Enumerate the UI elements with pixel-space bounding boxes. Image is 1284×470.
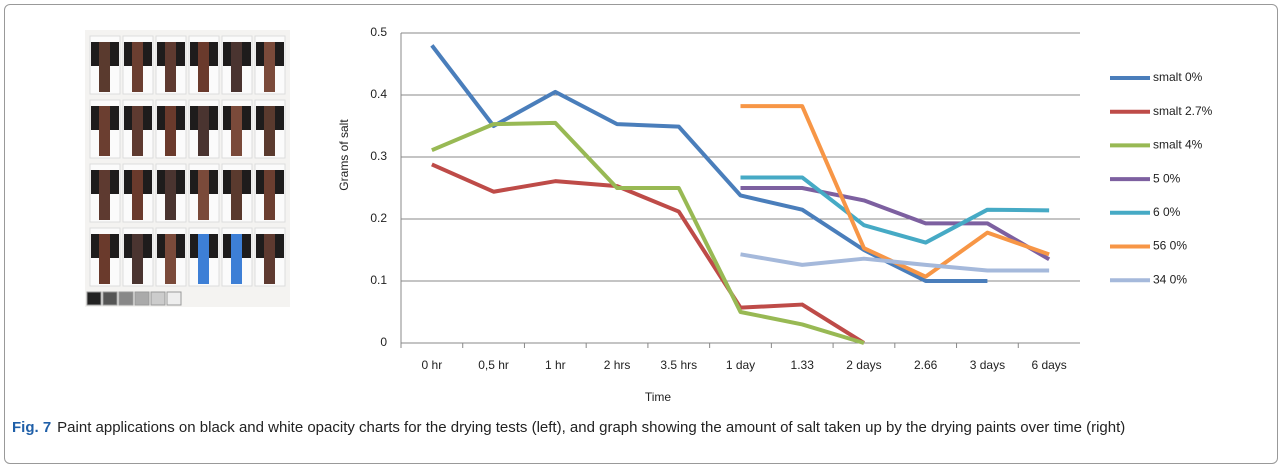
photo-strip xyxy=(264,42,275,92)
photo-grayscale xyxy=(119,292,133,305)
photo-strip xyxy=(231,234,242,284)
series-line xyxy=(741,254,1050,270)
legend-label: smalt 4% xyxy=(1153,138,1203,152)
photo-strip xyxy=(264,170,275,220)
x-tick-label: 3.5 hrs xyxy=(660,358,697,372)
series-line xyxy=(741,188,1050,259)
photo-strip xyxy=(198,234,209,284)
photo-strip xyxy=(264,234,275,284)
photo-strip xyxy=(99,234,110,284)
photo-strip xyxy=(198,170,209,220)
x-tick-label: 6 days xyxy=(1031,358,1066,372)
x-axis-label: Time xyxy=(645,390,672,404)
y-tick-label: 0.5 xyxy=(370,25,387,39)
x-tick-label: 2 days xyxy=(846,358,881,372)
x-tick-label: 0 hr xyxy=(422,358,443,372)
photo-strip xyxy=(165,170,176,220)
caption-label: Fig. 7 xyxy=(12,419,51,436)
y-tick-label: 0.3 xyxy=(370,149,387,163)
x-tick-label: 1 hr xyxy=(545,358,566,372)
legend-label: 34 0% xyxy=(1153,272,1187,286)
y-axis-label: Grams of salt xyxy=(337,119,351,191)
page: Grams of salt Time 0 0.1 0.2 0.3 0.4 0.5 0 hr 0… xyxy=(0,0,1284,470)
photo-strip xyxy=(231,42,242,92)
y-tick-label: 0.2 xyxy=(370,211,387,225)
x-tick-label: 1 day xyxy=(726,358,755,372)
photo-grayscale xyxy=(167,292,181,305)
photo-strip xyxy=(99,106,110,156)
photo-strip xyxy=(132,106,143,156)
y-tick-label: 0.1 xyxy=(370,273,387,287)
figure: Grams of salt Time 0 0.1 0.2 0.3 0.4 0.5 0 hr 0… xyxy=(0,0,1284,410)
photo-cards xyxy=(87,36,285,305)
legend-label: 56 0% xyxy=(1153,239,1187,253)
photo-strip xyxy=(132,42,143,92)
legend-label: smalt 2.7% xyxy=(1153,104,1213,118)
photo-strip xyxy=(165,106,176,156)
x-tick-label: 0,5 hr xyxy=(478,358,509,372)
series-line xyxy=(741,106,1050,277)
photo-strip xyxy=(198,42,209,92)
y-tick-label: 0.4 xyxy=(370,87,387,101)
legend-label: smalt 0% xyxy=(1153,70,1203,84)
x-tick-label: 2.66 xyxy=(914,358,938,372)
x-tick-label: 1.33 xyxy=(791,358,815,372)
series-line xyxy=(432,164,864,343)
photo-strip xyxy=(231,170,242,220)
x-tick-label: 3 days xyxy=(970,358,1005,372)
photo-strip xyxy=(132,234,143,284)
legend-label: 6 0% xyxy=(1153,205,1181,219)
photo-grayscale xyxy=(135,292,149,305)
photo-strip xyxy=(198,106,209,156)
photo-strip xyxy=(132,170,143,220)
photo-strip xyxy=(264,106,275,156)
photo-strip xyxy=(165,234,176,284)
photo-grayscale xyxy=(151,292,165,305)
photo-strip xyxy=(231,106,242,156)
legend-label: 5 0% xyxy=(1153,171,1181,185)
photo-grayscale xyxy=(103,292,117,305)
series-line xyxy=(432,123,864,343)
y-tick-label: 0 xyxy=(380,335,387,349)
photo-strip xyxy=(99,170,110,220)
photo-strip xyxy=(99,42,110,92)
photo-strip xyxy=(165,42,176,92)
x-tick-label: 2 hrs xyxy=(604,358,631,372)
caption-text: Paint applications on black and white op… xyxy=(57,419,1125,436)
photo-grayscale xyxy=(87,292,101,305)
caption: Fig. 7 Paint applications on black and wh… xyxy=(12,414,1262,441)
